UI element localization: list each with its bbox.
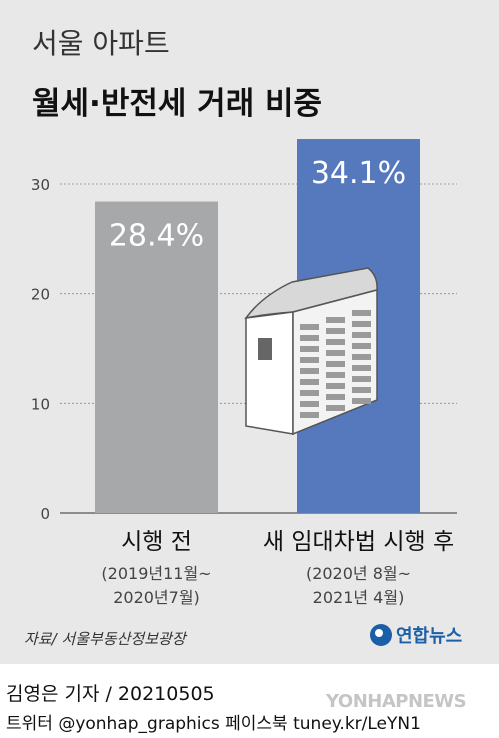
building-window [300, 379, 319, 385]
yonhap-logo-icon [370, 624, 392, 646]
building-illustration [244, 267, 378, 436]
building-window [352, 310, 371, 316]
building-window [352, 332, 371, 338]
y-tick-label-0: 0 [40, 505, 50, 523]
building-window [326, 383, 345, 389]
category-period-line: 2020년7월) [113, 588, 200, 607]
building-window [300, 368, 319, 374]
chart-subtitle: 서울 아파트 [32, 27, 170, 60]
building-window [300, 390, 319, 396]
building-window [326, 394, 345, 400]
yonhap-logo-text: 연합뉴스 [396, 626, 463, 647]
building-window [326, 361, 345, 367]
y-tick-label-20: 20 [31, 286, 50, 304]
building-window [352, 376, 371, 382]
bar-chart: 0 10 20 30 28.4% 34.1% [31, 139, 457, 523]
reporter-credit: 김영은 기자 / 20210505 [6, 683, 215, 705]
social-links: 트위터 @yonhap_graphics 페이스북 tuney.kr/LeYN1 [6, 714, 421, 734]
building-window [352, 387, 371, 393]
value-label-1: 34.1% [311, 156, 406, 191]
data-source: 자료/ 서울부동산정보광장 [24, 630, 186, 648]
building-window [352, 321, 371, 327]
building-window [300, 346, 319, 352]
y-tick-label-10: 10 [31, 395, 50, 413]
category-period-line: (2019년11월~ [101, 564, 212, 583]
category-label-after: 새 임대차법 시행 후 [262, 529, 455, 555]
building-window [300, 335, 319, 341]
category-period-before: (2019년11월~ 2020년7월) [47, 562, 267, 610]
building-window [352, 398, 371, 404]
value-labels: 28.4% 34.1% [109, 156, 406, 254]
building-window [326, 328, 345, 334]
category-period-line: (2020년 8월~ [305, 564, 412, 583]
category-period-after: (2020년 8월~ 2021년 4월) [249, 562, 469, 610]
building-roof [244, 267, 378, 320]
building-window [300, 324, 319, 330]
category-label-before: 시행 전 [121, 529, 192, 555]
building-door [258, 338, 272, 360]
y-tick-label-30: 30 [31, 176, 50, 194]
building-front [245, 311, 294, 435]
category-period-line: 2021년 4월) [312, 588, 405, 607]
bar-0 [95, 201, 218, 513]
building-window [352, 343, 371, 349]
building-window [326, 339, 345, 345]
building-window [326, 405, 345, 411]
building-windows [300, 310, 371, 418]
building-window [300, 412, 319, 418]
yonhap-watermark: YONHAPNEWS [326, 691, 467, 712]
building-window [326, 317, 345, 323]
building-window [326, 372, 345, 378]
yonhap-logo: 연합뉴스 [370, 622, 462, 648]
building-window [352, 365, 371, 371]
building-window [300, 357, 319, 363]
building-window [300, 401, 319, 407]
building-window [326, 350, 345, 356]
chart-title: 월세·반전세 거래 비중 [32, 86, 323, 122]
value-label-0: 28.4% [109, 219, 204, 254]
building-window [352, 354, 371, 360]
